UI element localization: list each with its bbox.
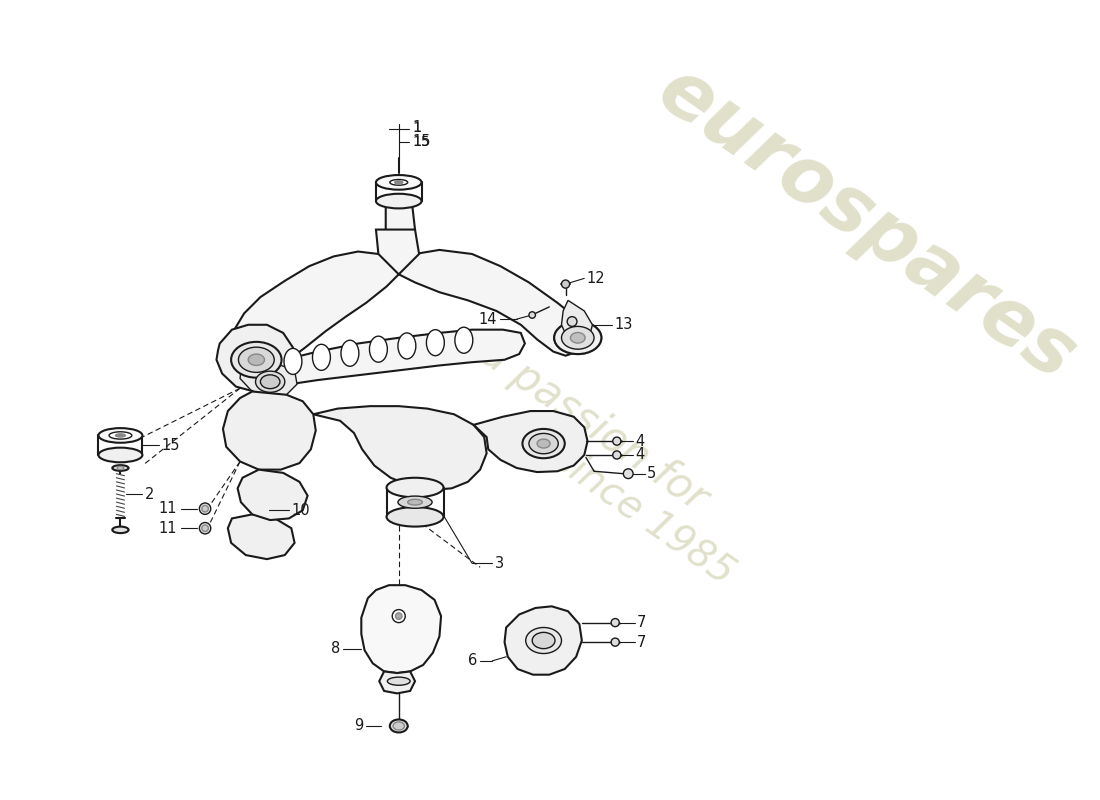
Text: 13: 13 [615,318,632,332]
Ellipse shape [571,333,585,343]
Ellipse shape [455,327,473,354]
Circle shape [201,525,208,531]
Ellipse shape [537,439,550,448]
Ellipse shape [249,354,264,366]
Ellipse shape [389,719,408,733]
Polygon shape [240,364,297,398]
Polygon shape [314,406,486,490]
Text: 5: 5 [647,466,657,481]
Ellipse shape [116,434,125,437]
Circle shape [199,522,211,534]
Ellipse shape [386,478,443,498]
Circle shape [201,506,208,512]
Text: 4: 4 [636,447,645,462]
Text: 1: 1 [412,121,421,135]
Text: since 1985: since 1985 [546,438,741,591]
Circle shape [612,618,619,626]
Circle shape [529,312,536,318]
Polygon shape [379,671,415,694]
Ellipse shape [231,342,282,378]
Text: 15: 15 [412,134,431,149]
Text: a passion for: a passion for [472,331,715,519]
Text: 4: 4 [636,434,645,449]
Text: 12: 12 [586,271,605,286]
Ellipse shape [99,448,142,462]
Polygon shape [238,470,308,520]
Ellipse shape [395,181,403,184]
Polygon shape [561,300,593,343]
Text: 10: 10 [292,503,310,518]
Ellipse shape [393,722,405,730]
Text: 7: 7 [637,615,647,630]
Text: 1: 1 [412,120,421,135]
Ellipse shape [112,526,129,533]
Ellipse shape [398,333,416,359]
Ellipse shape [341,340,359,366]
Ellipse shape [427,330,444,356]
Circle shape [561,280,570,288]
Circle shape [393,610,405,622]
Circle shape [613,437,620,446]
Ellipse shape [118,466,123,470]
Text: 15: 15 [412,134,430,149]
Text: eurospares: eurospares [642,52,1089,396]
Polygon shape [217,325,295,391]
Ellipse shape [255,371,285,392]
Ellipse shape [376,175,421,190]
Ellipse shape [398,496,432,508]
Polygon shape [361,585,441,673]
Text: 15: 15 [161,438,179,453]
Ellipse shape [408,499,422,505]
Ellipse shape [554,322,602,354]
Ellipse shape [261,375,279,389]
Polygon shape [505,606,582,674]
Ellipse shape [522,429,564,458]
Text: 11: 11 [158,521,177,536]
Circle shape [612,638,619,646]
Ellipse shape [386,507,443,526]
Text: 7: 7 [637,634,647,650]
Ellipse shape [312,344,330,370]
Ellipse shape [529,434,558,454]
Polygon shape [398,250,586,356]
Polygon shape [223,391,316,470]
Circle shape [199,503,211,514]
Text: 8: 8 [331,641,340,656]
Ellipse shape [109,432,132,439]
Circle shape [624,469,634,478]
Text: 11: 11 [158,501,177,516]
Circle shape [396,613,402,619]
Circle shape [568,317,578,326]
Ellipse shape [112,465,129,471]
Circle shape [613,451,620,459]
Ellipse shape [239,347,274,372]
Text: 2: 2 [145,486,154,502]
Ellipse shape [376,194,421,209]
Text: 9: 9 [354,718,363,734]
Text: 6: 6 [468,653,477,667]
Polygon shape [236,330,525,388]
Polygon shape [376,230,419,274]
Ellipse shape [99,428,142,442]
Text: 3: 3 [495,556,504,570]
Ellipse shape [387,677,410,686]
Ellipse shape [284,348,301,374]
Ellipse shape [532,632,556,649]
Ellipse shape [526,627,561,654]
Ellipse shape [561,326,594,349]
Polygon shape [233,251,398,368]
Text: 14: 14 [478,311,497,326]
Polygon shape [228,514,295,559]
Ellipse shape [389,179,408,186]
Polygon shape [474,411,587,472]
Polygon shape [386,201,415,246]
Ellipse shape [370,336,387,362]
